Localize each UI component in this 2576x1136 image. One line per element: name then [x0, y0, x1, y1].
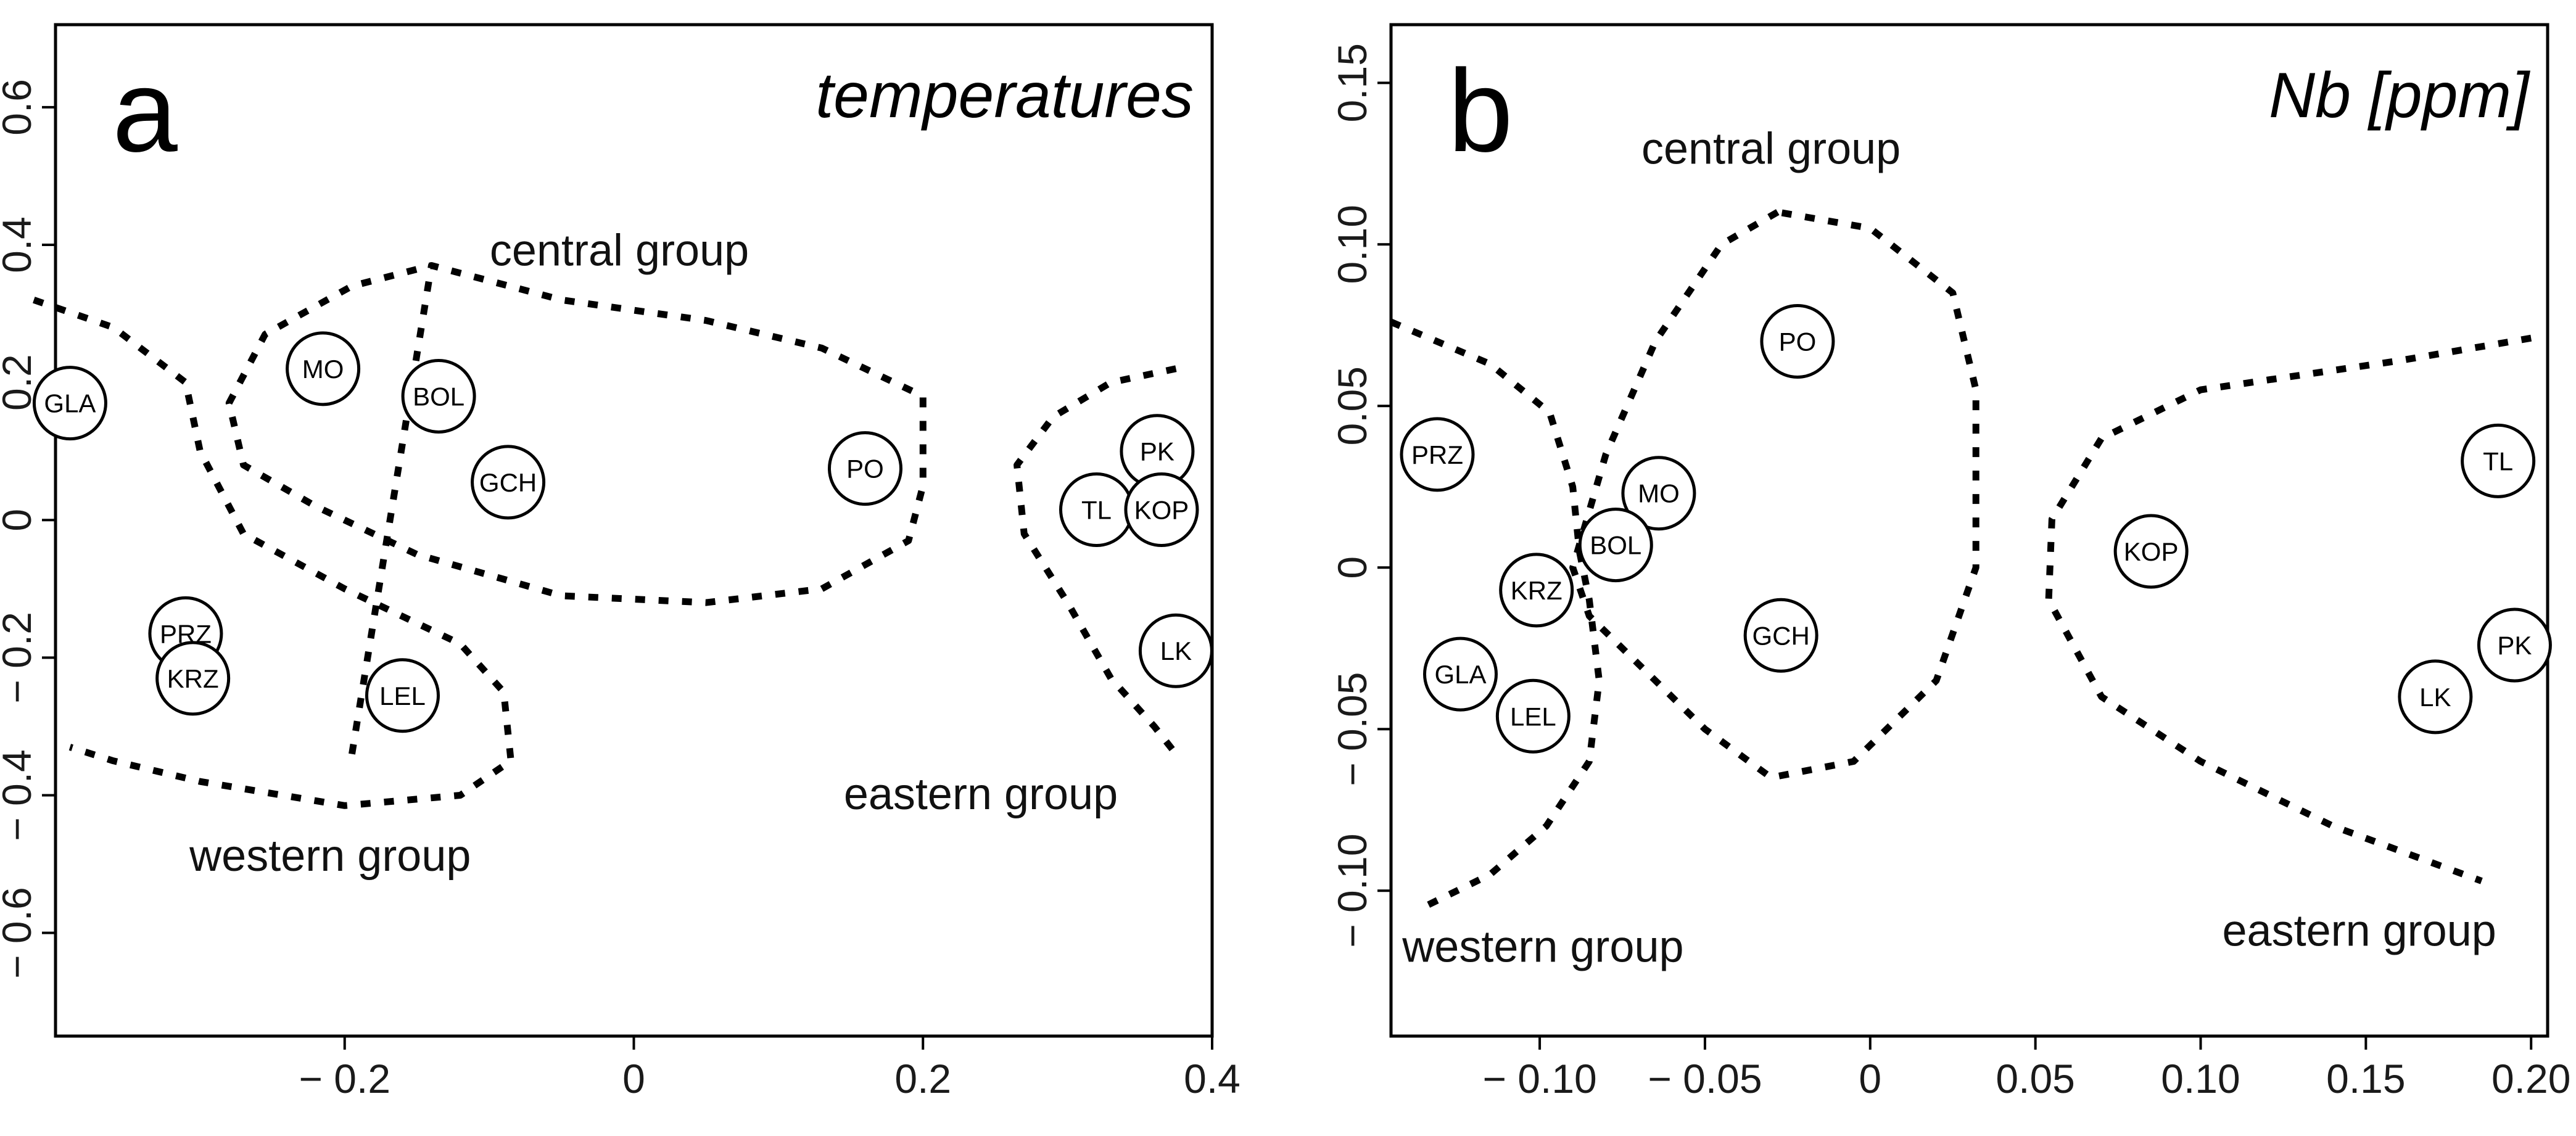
y-tick-label: − 0.2 — [0, 612, 39, 704]
site-label: MO — [1638, 479, 1680, 508]
site-point — [1138, 613, 1213, 688]
site-point — [1760, 303, 1835, 379]
site-label: BOL — [413, 382, 464, 411]
site-label: KOP — [1134, 496, 1189, 525]
group-label: eastern group — [2222, 906, 2496, 955]
site-label: PK — [2497, 631, 2532, 660]
site-point — [1124, 472, 1199, 548]
site-label: GCH — [1752, 621, 1809, 650]
site-point — [1423, 636, 1498, 712]
site-point — [1495, 678, 1571, 754]
panel-letter: b — [1448, 46, 1513, 176]
x-tick-label: − 0.05 — [1648, 1056, 1762, 1101]
group-label: western group — [1402, 922, 1683, 971]
y-tick-label: 0 — [1329, 556, 1375, 579]
group-label: central group — [490, 226, 749, 275]
x-tick-label: 0.4 — [1184, 1056, 1241, 1101]
site-label: GLA — [44, 389, 96, 418]
site-point — [1578, 508, 1653, 583]
site-point — [1400, 417, 1475, 492]
panel-letter: a — [112, 46, 178, 176]
x-tick-label: 0.10 — [2161, 1056, 2240, 1101]
site-label: LEL — [1510, 702, 1556, 731]
site-point — [286, 331, 361, 406]
x-tick-label: − 0.2 — [299, 1056, 390, 1101]
chart-panel-b: − 0.10 − 0.05 0 0.05 0.10 0.15 0.20 − 0.10 − 0.0… — [1329, 23, 2570, 1101]
y-tick-label: 0.05 — [1329, 366, 1375, 445]
variable-title: Nb [ppm] — [2269, 60, 2530, 131]
site-point — [2113, 514, 2189, 589]
plot-frame — [1389, 23, 2549, 1038]
site-label: GCH — [479, 468, 537, 497]
site-point — [155, 641, 231, 716]
site-label: KRZ — [1511, 576, 1563, 605]
site-point — [365, 658, 440, 733]
y-tick-label: 0.10 — [1329, 205, 1375, 284]
group-label: central group — [1641, 124, 1901, 173]
site-label: PRZ — [1411, 440, 1463, 469]
site-point — [2461, 423, 2536, 498]
group-boundary — [1569, 208, 1979, 781]
site-point — [2477, 607, 2552, 683]
x-tick-label: 0 — [622, 1056, 645, 1101]
y-tick-label: − 0.05 — [1329, 672, 1375, 786]
site-label: GLA — [1434, 660, 1486, 689]
y-tick-label: 0.4 — [0, 216, 39, 273]
x-tick-label: 0.2 — [894, 1056, 951, 1101]
variable-title: temperatures — [815, 60, 1194, 131]
group-boundary — [1389, 318, 1603, 910]
site-point — [401, 358, 476, 434]
site-label: TL — [2483, 447, 2513, 475]
site-label: TL — [1081, 496, 1112, 525]
chart-panel-a: − 0.200.20.4− 0.6− 0.4− 0.200.20.40.6cen… — [0, 23, 1241, 1101]
y-tick-label: − 0.4 — [0, 749, 39, 841]
y-tick-label: 0.15 — [1329, 43, 1375, 122]
site-point — [1499, 553, 1574, 628]
site-label: KOP — [2124, 537, 2179, 566]
site-label: PO — [1779, 327, 1817, 356]
site-label: PK — [1140, 437, 1174, 466]
x-tick-label: 0.15 — [2326, 1056, 2405, 1101]
site-label: LK — [1160, 636, 1192, 665]
site-point — [471, 445, 546, 520]
site-label: KRZ — [167, 664, 219, 693]
y-tick-label: − 0.10 — [1329, 834, 1375, 948]
x-tick-label: 0.05 — [1996, 1056, 2074, 1101]
y-tick-label: 0 — [0, 509, 39, 532]
group-boundary — [2045, 334, 2532, 884]
site-point — [1621, 456, 1696, 531]
site-point — [2398, 659, 2473, 735]
group-boundary — [33, 297, 514, 809]
site-label: MO — [302, 355, 344, 384]
y-tick-label: 0.6 — [0, 79, 39, 136]
site-label: LEL — [379, 681, 426, 710]
site-point — [828, 431, 902, 506]
x-tick-label: 0 — [1859, 1056, 1881, 1101]
x-tick-label: 0.20 — [2491, 1056, 2570, 1101]
site-point — [1743, 598, 1818, 673]
site-label: PO — [846, 455, 884, 484]
site-label: BOL — [1590, 531, 1641, 560]
y-tick-label: − 0.6 — [0, 887, 39, 979]
plot-frame — [54, 23, 1214, 1038]
x-tick-label: − 0.10 — [1482, 1056, 1596, 1101]
group-boundary — [1013, 365, 1179, 757]
group-label: eastern group — [844, 770, 1118, 819]
site-point — [32, 366, 107, 441]
group-boundary — [225, 262, 927, 755]
group-label: western group — [189, 831, 471, 881]
site-label: LK — [2419, 683, 2451, 712]
